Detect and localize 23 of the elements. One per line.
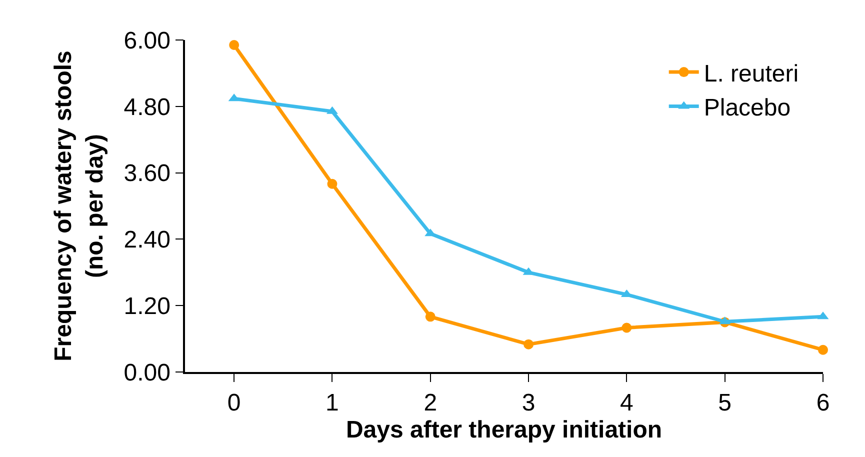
y-tick-label: 0.00 — [124, 359, 170, 386]
x-tick-label: 3 — [522, 390, 536, 417]
x-axis-title: Days after therapy initiation — [346, 416, 662, 444]
x-tick-label: 5 — [718, 390, 732, 417]
y-tick-label: 3.60 — [124, 160, 170, 188]
y-tick-label: 2.40 — [124, 226, 170, 254]
point — [327, 178, 338, 189]
y-tick-label: 1.20 — [124, 293, 170, 320]
point — [622, 322, 632, 333]
y-axis-title: Frequency of watery stools (no. per day) — [50, 50, 108, 362]
x-tick-label: 2 — [424, 390, 438, 417]
legend-label: L. reuteri — [704, 60, 799, 88]
x-tick-label: 6 — [816, 390, 830, 417]
x-tick-label: 1 — [326, 390, 339, 417]
y-tick-label: 6.00 — [124, 27, 170, 54]
y-tick-label: 4.80 — [124, 94, 170, 121]
point — [524, 339, 534, 350]
point — [229, 40, 240, 50]
x-tick-label: 4 — [620, 390, 634, 417]
x-tick-label: 0 — [227, 390, 241, 417]
point — [818, 344, 828, 355]
legend-label: Placebo — [704, 94, 791, 122]
point — [425, 312, 436, 322]
